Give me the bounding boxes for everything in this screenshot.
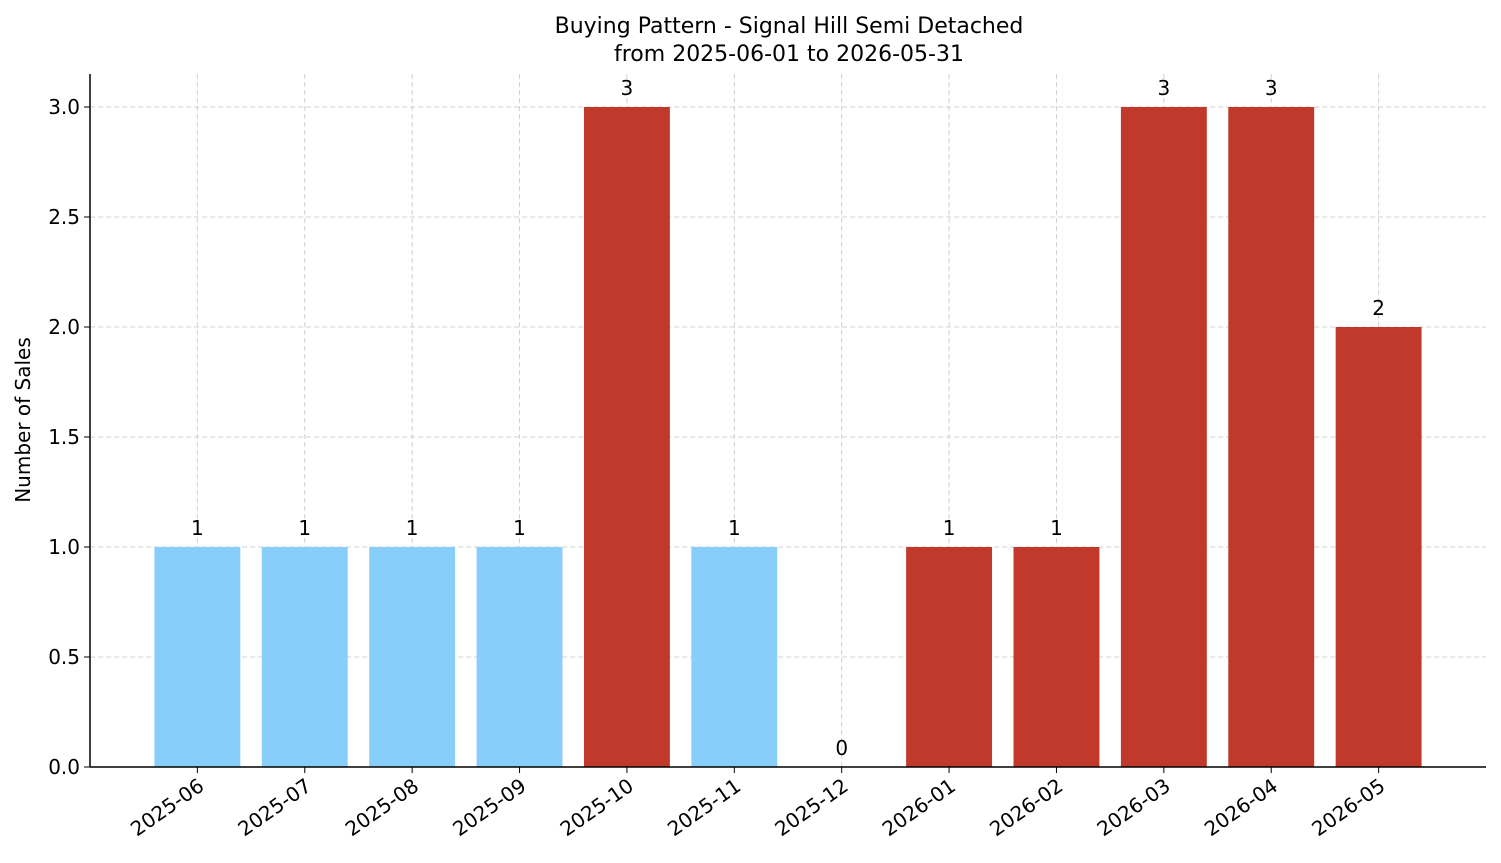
y-tick-label: 1.0 (48, 535, 80, 559)
bar (1120, 107, 1207, 767)
chart-title: Buying Pattern - Signal Hill Semi Detach… (555, 14, 1024, 39)
data-label: 1 (406, 516, 419, 540)
x-tick-label: 2025-08 (341, 773, 423, 841)
data-label: 1 (1050, 516, 1063, 540)
chart-subtitle: from 2025-06-01 to 2026-05-31 (614, 42, 964, 67)
y-tick-label: 2.0 (48, 315, 80, 339)
bar (906, 547, 993, 767)
bar (476, 547, 563, 767)
data-label: 2 (1372, 296, 1385, 320)
y-axis-label: Number of Sales (11, 337, 35, 503)
y-tick-label: 0.5 (48, 645, 80, 669)
data-label: 1 (728, 516, 741, 540)
bar (154, 547, 241, 767)
data-label: 3 (1265, 76, 1278, 100)
x-tick-label: 2025-07 (233, 773, 315, 841)
x-tick-label: 2025-06 (126, 773, 208, 841)
data-label: 3 (1157, 76, 1170, 100)
x-tick-label: 2026-01 (878, 773, 960, 841)
data-label: 1 (943, 516, 956, 540)
y-tick-label: 3.0 (48, 95, 80, 119)
x-tick-label: 2025-12 (770, 773, 852, 841)
data-label: 1 (513, 516, 526, 540)
data-label: 3 (621, 76, 634, 100)
x-tick-label: 2026-03 (1092, 773, 1174, 841)
x-tick-label: 2026-04 (1200, 773, 1282, 841)
x-tick-label: 2026-02 (985, 773, 1067, 841)
y-tick-label: 2.5 (48, 205, 80, 229)
x-tick-label: 2025-11 (663, 773, 745, 841)
bar (261, 547, 348, 767)
data-label: 1 (298, 516, 311, 540)
bar (1228, 107, 1315, 767)
bar (369, 547, 456, 767)
x-tick-label: 2025-10 (556, 773, 638, 841)
y-tick-label: 0.0 (48, 755, 80, 779)
x-tick-label: 2025-09 (448, 773, 530, 841)
bar (1013, 547, 1100, 767)
bar (583, 107, 670, 767)
data-label: 0 (835, 736, 848, 760)
x-tick-label: 2026-05 (1307, 773, 1389, 841)
bar (691, 547, 778, 767)
bar (1335, 327, 1422, 767)
y-tick-label: 1.5 (48, 425, 80, 449)
data-label: 1 (191, 516, 204, 540)
